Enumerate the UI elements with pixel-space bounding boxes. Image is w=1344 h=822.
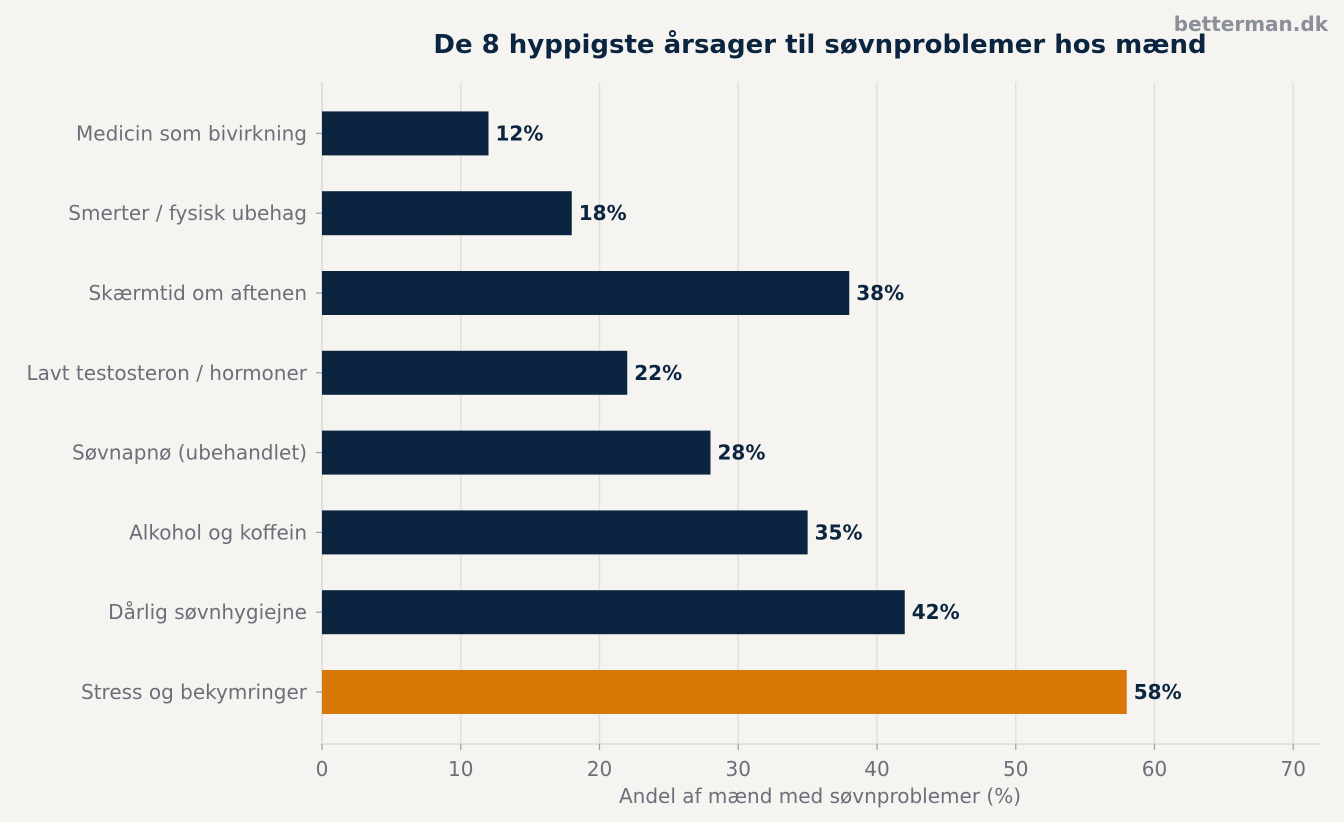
- x-tick-label: 0: [316, 757, 329, 781]
- bar: [322, 271, 850, 315]
- bar: [322, 350, 628, 395]
- x-axis-title: Andel af mænd med søvnproblemer (%): [619, 784, 1021, 808]
- category-label: Lavt testosteron / hormoner: [27, 361, 308, 385]
- x-tick-label: 40: [864, 757, 889, 781]
- x-tick-label: 10: [448, 757, 473, 781]
- labels: 0 10 20 30 40 50 60 70 Stress og bekymringer 58% D…: [27, 121, 1306, 781]
- value-label: 42%: [912, 600, 960, 624]
- bar: [322, 670, 1127, 714]
- bar: [322, 111, 489, 156]
- watermark: betterman.dk: [1174, 12, 1329, 36]
- x-tick-label: 70: [1281, 757, 1306, 781]
- category-label: Alkohol og koffein: [129, 520, 307, 544]
- grid-lines: [321, 82, 1321, 745]
- value-label: 12%: [496, 121, 544, 145]
- value-label: 58%: [1134, 680, 1182, 704]
- bars: [322, 111, 1127, 714]
- value-label: 38%: [856, 281, 904, 305]
- bar: [322, 510, 808, 555]
- category-label: Skærmtid om aftenen: [88, 281, 307, 305]
- value-label: 28%: [718, 441, 766, 465]
- category-label: Dårlig søvnhygiejne: [108, 600, 307, 624]
- x-tick-label: 60: [1142, 757, 1167, 781]
- value-label: 18%: [579, 201, 627, 225]
- x-tick-label: 20: [587, 757, 612, 781]
- value-label: 22%: [634, 361, 682, 385]
- category-label: Medicin som bivirkning: [76, 121, 307, 145]
- bar: [322, 430, 711, 475]
- chart-title: De 8 hyppigste årsager til søvnproblemer…: [433, 28, 1206, 60]
- category-label: Stress og bekymringer: [81, 680, 308, 704]
- x-tick-label: 50: [1003, 757, 1028, 781]
- category-label: Smerter / fysisk ubehag: [68, 201, 307, 225]
- bar: [322, 590, 905, 635]
- value-label: 35%: [815, 520, 863, 544]
- bar: [322, 191, 572, 236]
- x-tick-label: 30: [726, 757, 751, 781]
- category-label: Søvnapnø (ubehandlet): [72, 441, 307, 465]
